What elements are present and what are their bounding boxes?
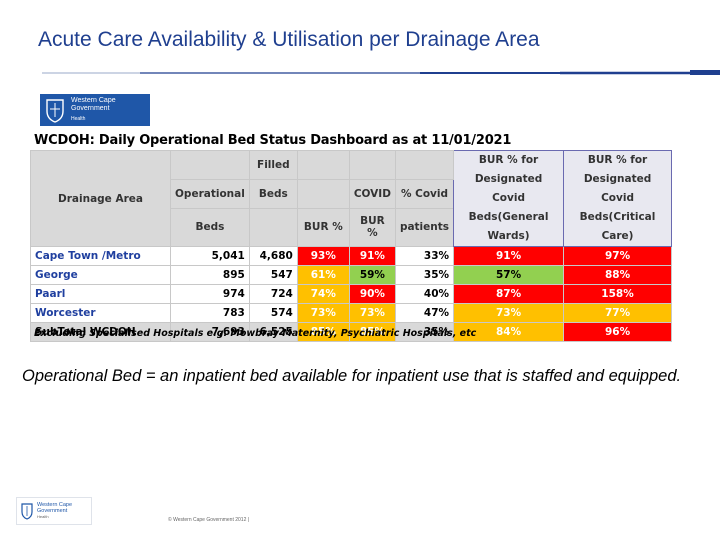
cell-bur: 73%: [296, 303, 350, 323]
header-filled-1: Filled: [248, 150, 298, 180]
footer-logo-line-2: Government: [37, 508, 68, 514]
cell-filled: 547: [248, 265, 298, 285]
footer-logo-line-1: Western Cape: [37, 502, 73, 508]
cell-covid-bur: 91%: [348, 246, 396, 266]
coat-of-arms-icon: [46, 99, 64, 123]
cell-covid-bur: 59%: [348, 265, 396, 285]
cell-filled: 4,680: [248, 246, 298, 266]
cell-pct-covid: 35%: [394, 265, 455, 285]
cell-bur: 74%: [296, 284, 350, 304]
header-covid-bur-3: BUR %: [348, 207, 396, 248]
header-bur-critical-3: Beds(Critical: [579, 211, 656, 223]
header-operational-3: Beds: [170, 207, 250, 248]
wcg-logo: Western Cape Government Health: [40, 94, 150, 126]
cell-covid-bur: 90%: [348, 284, 396, 304]
header-bur-critical: BUR % for Designated Covid Beds(Critical…: [563, 150, 673, 247]
header-bur-critical-1: BUR % for: [587, 154, 648, 166]
cell-pct-covid: 40%: [394, 284, 455, 304]
cell-bur-critical: 88%: [563, 265, 673, 285]
footer-logo-wordmark: Western Cape Government Health: [37, 502, 72, 520]
header-pct-covid-2: % Covid: [394, 178, 455, 209]
footer-logo: Western Cape Government Health: [16, 497, 92, 525]
header-pct-covid-1: [394, 150, 455, 180]
logo-wordmark: Western Cape Government Health: [71, 97, 116, 123]
header-bur-general-1: BUR % for: [478, 154, 539, 166]
cell-bur-critical: 96%: [563, 322, 673, 342]
footer-logo-line-3: Health: [37, 514, 49, 519]
table-row: Worcester 783 574 73% 73% 47% 73% 77%: [30, 303, 673, 323]
cell-operational: 5,041: [170, 246, 250, 266]
exclusions-note: Excluding Specialised Hospitals e.g. Mow…: [34, 328, 477, 339]
subtotal-row: SubTotal WCDOH 7,693 6,525 85% 85% 35% 8…: [30, 322, 673, 342]
logo-line-2: Government: [71, 105, 110, 112]
footer-copyright: © Western Cape Government 2012 |: [168, 517, 250, 523]
header-filled-3: [248, 207, 298, 248]
header-operational-1: [170, 150, 250, 180]
header-bur-critical-4: Care): [601, 230, 634, 242]
cell-operational: 974: [170, 284, 250, 304]
header-pct-covid-3: patients: [394, 207, 455, 248]
cell-area: Paarl: [30, 284, 171, 304]
cell-operational: 783: [170, 303, 250, 323]
cell-operational: 895: [170, 265, 250, 285]
header-bur-3: BUR %: [296, 207, 350, 248]
cell-bur-critical: 97%: [563, 246, 673, 266]
header-filled-2: Beds: [248, 178, 298, 209]
bed-status-table: Drainage Area Filled BUR % for Designate…: [30, 150, 673, 342]
header-drainage-area: Drainage Area: [30, 150, 171, 247]
table-row: Cape Town /Metro 5,041 4,680 93% 91% 33%…: [30, 246, 673, 266]
cell-area: George: [30, 265, 171, 285]
slide-title: Acute Care Availability & Utilisation pe…: [38, 28, 540, 51]
cell-filled: 574: [248, 303, 298, 323]
cell-filled: 6,525: [248, 322, 298, 342]
cell-bur-general: 87%: [453, 284, 565, 304]
cell-pct-covid: 47%: [394, 303, 455, 323]
cell-bur-critical: 158%: [563, 284, 673, 304]
cell-bur-general: 84%: [453, 322, 565, 342]
cell-filled: 724: [248, 284, 298, 304]
logo-line-1: Western Cape: [71, 97, 116, 104]
cell-bur: 85%: [296, 322, 350, 342]
cell-pct-covid: 33%: [394, 246, 455, 266]
coat-of-arms-icon: [21, 503, 33, 520]
logo-line-3: Health: [71, 116, 86, 122]
table-row: Paarl 974 724 74% 90% 40% 87% 158%: [30, 284, 673, 304]
definition-text: Operational Bed = an inpatient bed avail…: [22, 367, 682, 385]
cell-area: Worcester: [30, 303, 171, 323]
cell-area: Cape Town /Metro: [30, 246, 171, 266]
header-covid-bur-1: [348, 150, 396, 180]
cell-covid-bur: 73%: [348, 303, 396, 323]
dashboard-title: WCDOH: Daily Operational Bed Status Dash…: [34, 133, 512, 148]
header-bur-general: BUR % for Designated Covid Beds(General …: [453, 150, 565, 247]
header-bur-general-4: Wards): [487, 230, 530, 242]
header-bur-general-2: Designated Covid: [474, 173, 543, 204]
title-divider: [42, 70, 720, 75]
table-row: George 895 547 61% 59% 35% 57% 88%: [30, 265, 673, 285]
cell-bur: 93%: [296, 246, 350, 266]
cell-operational: 7,693: [170, 322, 250, 342]
cell-bur: 61%: [296, 265, 350, 285]
cell-bur-critical: 77%: [563, 303, 673, 323]
header-bur-critical-2: Designated Covid: [583, 173, 652, 204]
cell-area: SubTotal WCDOH: [30, 322, 171, 342]
header-operational-2: Operational: [170, 178, 250, 209]
cell-bur-general: 91%: [453, 246, 565, 266]
cell-bur-general: 73%: [453, 303, 565, 323]
cell-covid-bur: 85%: [348, 322, 396, 342]
cell-pct-covid: 35%: [394, 322, 455, 342]
header-bur-2: [296, 178, 350, 209]
cell-bur-general: 57%: [453, 265, 565, 285]
header-bur-general-3: Beds(General: [468, 211, 549, 223]
header-bur-1: [296, 150, 350, 180]
header-covid-bur-2: COVID: [348, 178, 396, 209]
